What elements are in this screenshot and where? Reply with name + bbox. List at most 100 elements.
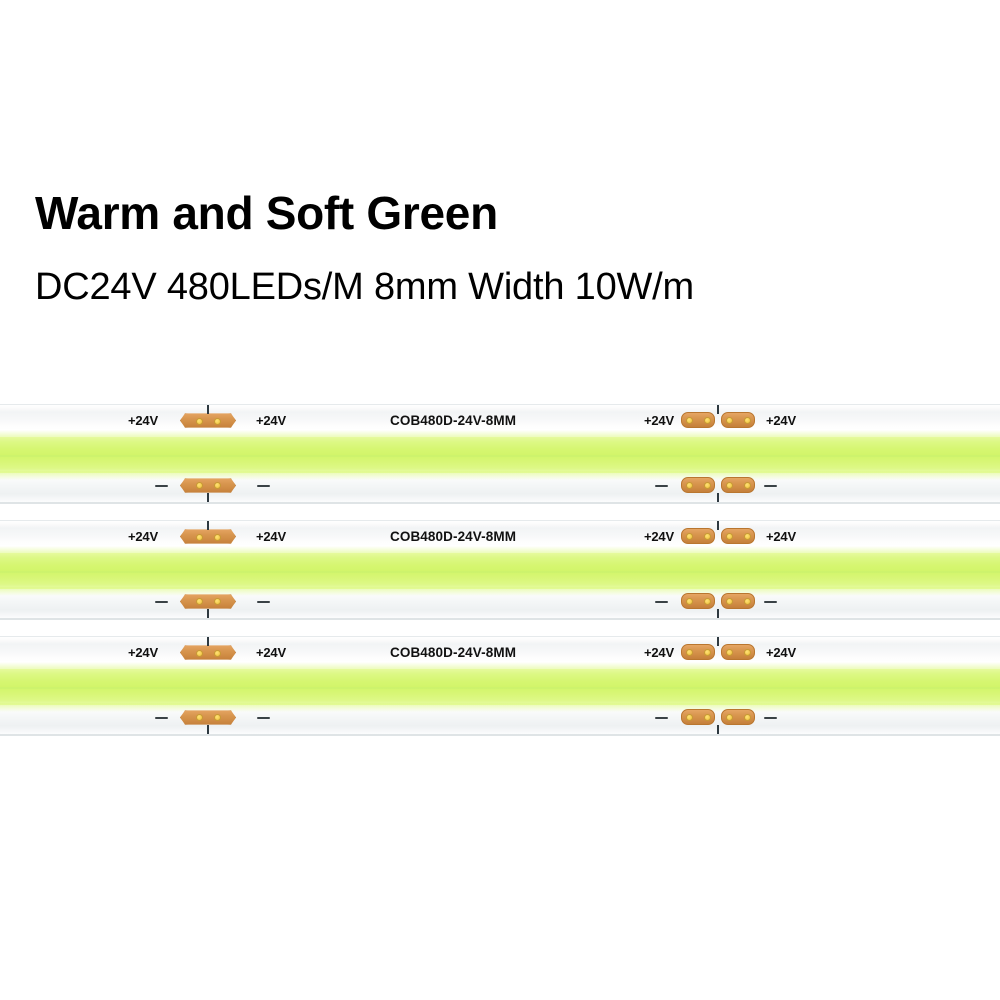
label-negative-left-outer xyxy=(155,601,168,603)
solder-pad-top-left xyxy=(180,645,236,660)
led-strip-3: +24V +24V COB480D-24V-8MM +24V +24V xyxy=(0,632,1000,740)
product-spec-subtitle: DC24V 480LEDs/M 8mm Width 10W/m xyxy=(35,265,694,308)
solder-pad-bottom-left xyxy=(180,710,236,725)
solder-pad-top-right-a xyxy=(681,644,715,660)
cob-glow-top xyxy=(0,430,1000,439)
label-positive-left-inner: +24V xyxy=(256,529,286,544)
cut-mark-bottom-left xyxy=(207,493,209,502)
cut-mark-bottom-left xyxy=(207,609,209,618)
solder-pad-hole xyxy=(196,598,203,605)
label-positive-left-outer: +24V xyxy=(128,413,158,428)
label-negative-right-inner xyxy=(655,717,668,719)
label-positive-left-inner: +24V xyxy=(256,645,286,660)
cut-mark-bottom-right xyxy=(717,493,719,502)
label-positive-right-inner: +24V xyxy=(644,413,674,428)
label-positive-left-inner: +24V xyxy=(256,413,286,428)
solder-pad-hole xyxy=(726,482,733,489)
label-negative-left-outer xyxy=(155,717,168,719)
solder-pad-top-right-a xyxy=(681,528,715,544)
label-positive-right-inner: +24V xyxy=(644,645,674,660)
solder-pad-top-right-b xyxy=(721,412,755,428)
solder-pad-hole xyxy=(214,534,221,541)
label-part-number: COB480D-24V-8MM xyxy=(390,529,517,544)
cut-mark-top-left xyxy=(207,521,209,530)
pcb-edge-bottom xyxy=(0,502,1000,504)
solder-pad-hole xyxy=(686,417,693,424)
solder-pad-hole xyxy=(196,534,203,541)
cob-seam-line xyxy=(0,455,1000,457)
label-part-number: COB480D-24V-8MM xyxy=(390,645,517,660)
solder-pad-hole xyxy=(744,533,751,540)
solder-pad-top-left xyxy=(180,529,236,544)
solder-pad-bottom-left xyxy=(180,478,236,493)
cut-mark-top-left xyxy=(207,405,209,414)
label-negative-right-outer xyxy=(764,717,777,719)
solder-pad-bottom-right-b xyxy=(721,477,755,493)
label-negative-right-outer xyxy=(764,601,777,603)
pcb-edge-top xyxy=(0,520,1000,521)
pcb-edge-bottom xyxy=(0,618,1000,620)
cob-seam-line xyxy=(0,687,1000,689)
cut-mark-bottom-right xyxy=(717,725,719,734)
cut-mark-top-left xyxy=(207,637,209,646)
label-positive-right-outer: +24V xyxy=(766,413,796,428)
solder-pad-hole xyxy=(726,417,733,424)
solder-pad-bottom-right-b xyxy=(721,709,755,725)
cut-mark-bottom-right xyxy=(717,609,719,618)
solder-pad-hole xyxy=(744,417,751,424)
led-strip-gallery: +24V +24V COB480D-24V-8MM +24V +24V xyxy=(0,400,1000,748)
cut-mark-bottom-left xyxy=(207,725,209,734)
solder-pad-hole xyxy=(214,714,221,721)
product-heading-block: Warm and Soft Green DC24V 480LEDs/M 8mm … xyxy=(35,187,965,309)
solder-pad-hole xyxy=(196,650,203,657)
solder-pad-hole xyxy=(214,482,221,489)
solder-pad-hole xyxy=(686,714,693,721)
label-negative-left-inner xyxy=(257,717,270,719)
label-negative-left-inner xyxy=(257,601,270,603)
solder-pad-hole xyxy=(704,533,711,540)
cob-seam-line xyxy=(0,571,1000,573)
solder-pad-hole xyxy=(196,714,203,721)
cut-mark-top-right xyxy=(717,637,719,646)
solder-pad-hole xyxy=(704,714,711,721)
cob-glow-bottom xyxy=(0,471,1000,480)
solder-pad-hole xyxy=(704,649,711,656)
solder-pad-bottom-right-b xyxy=(721,593,755,609)
solder-pad-hole xyxy=(686,482,693,489)
solder-pad-hole xyxy=(196,418,203,425)
label-positive-right-outer: +24V xyxy=(766,529,796,544)
page-title: Warm and Soft Green xyxy=(35,187,498,239)
cob-glow-top xyxy=(0,662,1000,671)
cut-mark-top-right xyxy=(717,521,719,530)
solder-pad-hole xyxy=(726,598,733,605)
solder-pad-hole xyxy=(196,482,203,489)
led-strip-2: +24V +24V COB480D-24V-8MM +24V +24V xyxy=(0,516,1000,624)
label-negative-right-inner xyxy=(655,485,668,487)
cob-glow-bottom xyxy=(0,587,1000,596)
pcb-edge-bottom xyxy=(0,734,1000,736)
solder-pad-hole xyxy=(214,418,221,425)
label-negative-left-inner xyxy=(257,485,270,487)
solder-pad-top-right-b xyxy=(721,644,755,660)
solder-pad-hole xyxy=(686,533,693,540)
solder-pad-bottom-right-a xyxy=(681,709,715,725)
solder-pad-bottom-right-a xyxy=(681,593,715,609)
led-strip-1: +24V +24V COB480D-24V-8MM +24V +24V xyxy=(0,400,1000,508)
cob-glow-top xyxy=(0,546,1000,555)
label-part-number: COB480D-24V-8MM xyxy=(390,413,517,428)
solder-pad-top-left xyxy=(180,413,236,428)
solder-pad-hole xyxy=(214,650,221,657)
label-negative-right-inner xyxy=(655,601,668,603)
solder-pad-hole xyxy=(704,482,711,489)
solder-pad-top-right-a xyxy=(681,412,715,428)
label-positive-right-inner: +24V xyxy=(644,529,674,544)
solder-pad-hole xyxy=(726,714,733,721)
solder-pad-hole xyxy=(744,482,751,489)
solder-pad-top-right-b xyxy=(721,528,755,544)
solder-pad-hole xyxy=(214,598,221,605)
solder-pad-hole xyxy=(744,598,751,605)
label-negative-left-outer xyxy=(155,485,168,487)
cut-mark-top-right xyxy=(717,405,719,414)
label-positive-right-outer: +24V xyxy=(766,645,796,660)
label-positive-left-outer: +24V xyxy=(128,645,158,660)
